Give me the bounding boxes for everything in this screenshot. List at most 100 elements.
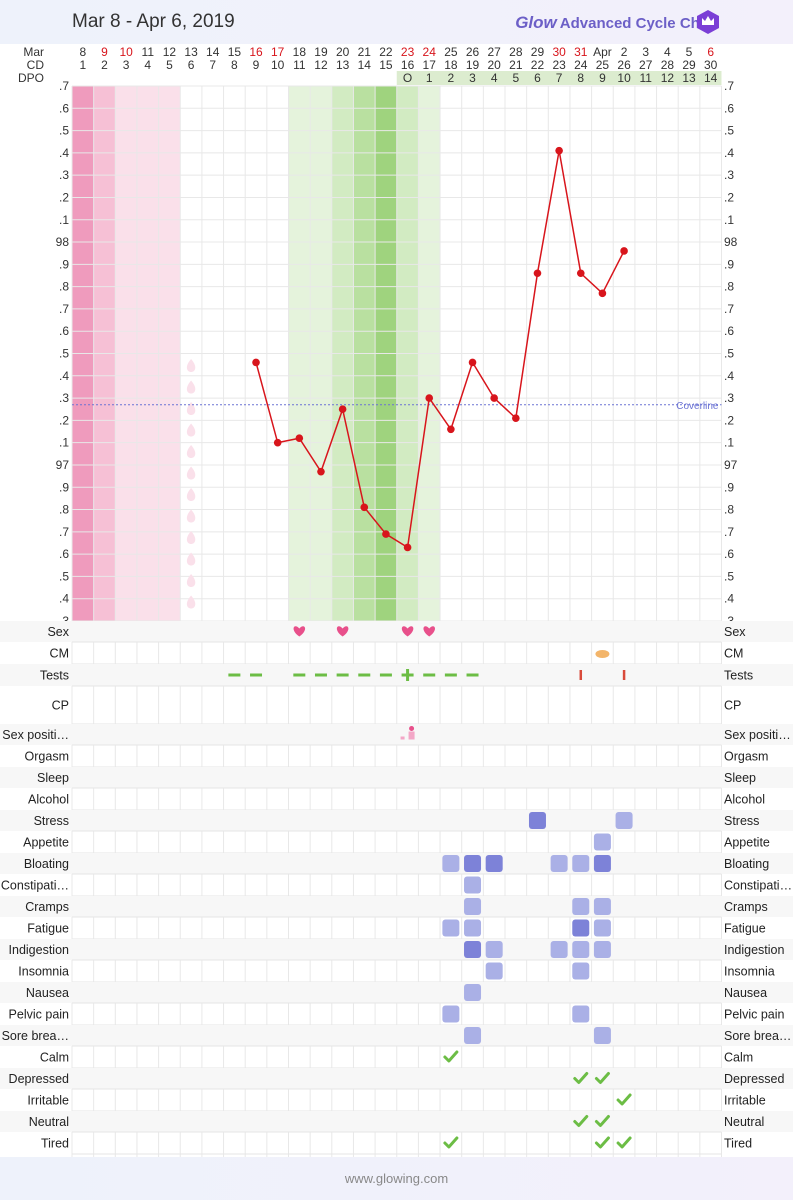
y-tick-label-right: 98: [724, 235, 738, 249]
cycle-day-label: 2: [101, 58, 108, 72]
temperature-line: [255, 150, 625, 549]
temperature-point: [576, 269, 585, 278]
log-row-label: Cramps: [25, 900, 69, 914]
log-row-label-right: Sleep: [724, 771, 756, 785]
y-tick-label-left: .7: [59, 525, 69, 539]
mood-check-icon: [573, 1115, 589, 1127]
temperature-point: [338, 405, 347, 414]
y-tick-label-left: .6: [59, 101, 69, 115]
cycle-day-label: 1: [79, 58, 86, 72]
y-tick-label-right: .2: [724, 413, 734, 427]
date-label: 29: [531, 45, 545, 59]
y-tick-label-right: .7: [724, 525, 734, 539]
spotting-drop-icon: [186, 509, 196, 523]
date-label: 26: [466, 45, 480, 59]
y-tick-label-left: .7: [59, 79, 69, 93]
y-tick-label-right: .3: [724, 168, 734, 182]
symptom-square: [572, 855, 590, 872]
log-row-band: [0, 621, 793, 642]
y-tick-label-right: .8: [724, 280, 734, 294]
temperature-point: [490, 394, 498, 402]
log-row-band: [0, 853, 793, 874]
log-row-label-right: Constipati…: [724, 879, 792, 893]
y-tick-label-right: .7: [724, 302, 734, 316]
cervical-mucus-icon: [595, 650, 610, 658]
log-row-label-right: Insomnia: [724, 965, 775, 979]
cycle-day-label: 29: [682, 58, 696, 72]
spotting-drop-icon: [186, 445, 196, 458]
date-label: 10: [119, 45, 133, 59]
dpo-row-label: DPO: [18, 71, 44, 85]
log-row-label: Orgasm: [25, 750, 69, 764]
dpo-label: 13: [682, 71, 696, 85]
date-label: 22: [379, 45, 393, 59]
log-row-label-right: Stress: [724, 814, 759, 828]
y-tick-label-left: 97: [56, 458, 70, 472]
cycle-day-label: 12: [314, 58, 328, 72]
cycle-day-label: 13: [336, 58, 350, 72]
log-row-label-right: Appetite: [724, 836, 770, 850]
dpo-label: 6: [534, 71, 541, 85]
date-label: 16: [249, 45, 263, 59]
y-tick-label-right: .9: [724, 480, 734, 494]
y-tick-label-right: .6: [724, 324, 734, 338]
symptom-square: [615, 812, 633, 829]
y-tick-label-left: .2: [59, 413, 69, 427]
log-row-label: Tests: [40, 669, 69, 683]
cycle-day-label: 3: [123, 58, 130, 72]
cycle-day-label: 22: [531, 58, 545, 72]
y-tick-label-left: .6: [59, 324, 69, 338]
log-row-label: Alcohol: [28, 793, 69, 807]
dpo-label: 7: [556, 71, 563, 85]
date-label: 30: [552, 45, 566, 59]
temperature-point: [382, 530, 390, 538]
log-row-label: CM: [50, 647, 69, 661]
date-label: 11: [142, 45, 155, 59]
cycle-day-label: 18: [444, 58, 458, 72]
log-row-band: [0, 724, 793, 745]
log-row-label-right: Tests: [724, 669, 753, 683]
cd-row-label: CD: [27, 58, 45, 72]
log-row-label: Nausea: [26, 986, 69, 1000]
date-label: 14: [206, 45, 220, 59]
spotting-drop-icon: [186, 488, 196, 501]
log-row-label-right: Nausea: [724, 986, 767, 1000]
y-tick-label-left: .1: [59, 436, 69, 450]
y-tick-label-left: .2: [59, 190, 69, 204]
log-row-label-right: Alcohol: [724, 793, 765, 807]
log-row-label: Sex: [47, 625, 69, 639]
log-row-label-right: Depressed: [724, 1072, 784, 1086]
log-row-label: Sex positi…: [2, 728, 69, 742]
sex-position-icon-body: [408, 731, 415, 740]
dpo-label: 11: [639, 71, 652, 85]
symptom-square: [593, 833, 611, 851]
symptom-square: [550, 941, 568, 958]
y-tick-label-left: 98: [56, 235, 70, 249]
y-tick-label-right: .4: [724, 369, 734, 383]
log-row-label-right: Fatigue: [724, 922, 766, 936]
y-tick-label-right: 97: [724, 458, 738, 472]
website-url[interactable]: www.glowing.com: [344, 1171, 449, 1186]
log-row-label-right: Orgasm: [724, 750, 768, 764]
cycle-day-label: 14: [358, 58, 372, 72]
log-row-label: Depressed: [9, 1072, 69, 1086]
log-row-band: [0, 810, 793, 831]
temperature-point: [555, 146, 563, 155]
y-tick-label-right: .3: [724, 391, 734, 405]
sex-position-icon-partner: [400, 736, 405, 740]
log-row-label: Neutral: [29, 1115, 69, 1129]
dpo-label: 2: [448, 71, 455, 85]
log-row-label: Stress: [34, 814, 69, 828]
date-label: 18: [293, 45, 307, 59]
y-tick-label-right: .5: [724, 124, 734, 138]
cycle-day-label: 23: [552, 58, 566, 72]
symptom-square: [572, 919, 590, 937]
y-tick-label-left: .5: [59, 347, 69, 361]
y-tick-label-left: .1: [59, 213, 69, 227]
crown-icon: [697, 10, 719, 34]
spotting-drop-icon: [186, 359, 196, 372]
date-label: 4: [664, 45, 671, 59]
spotting-drop-icon: [186, 380, 196, 394]
symptom-square: [593, 855, 611, 872]
y-tick-label-left: .7: [59, 302, 69, 316]
